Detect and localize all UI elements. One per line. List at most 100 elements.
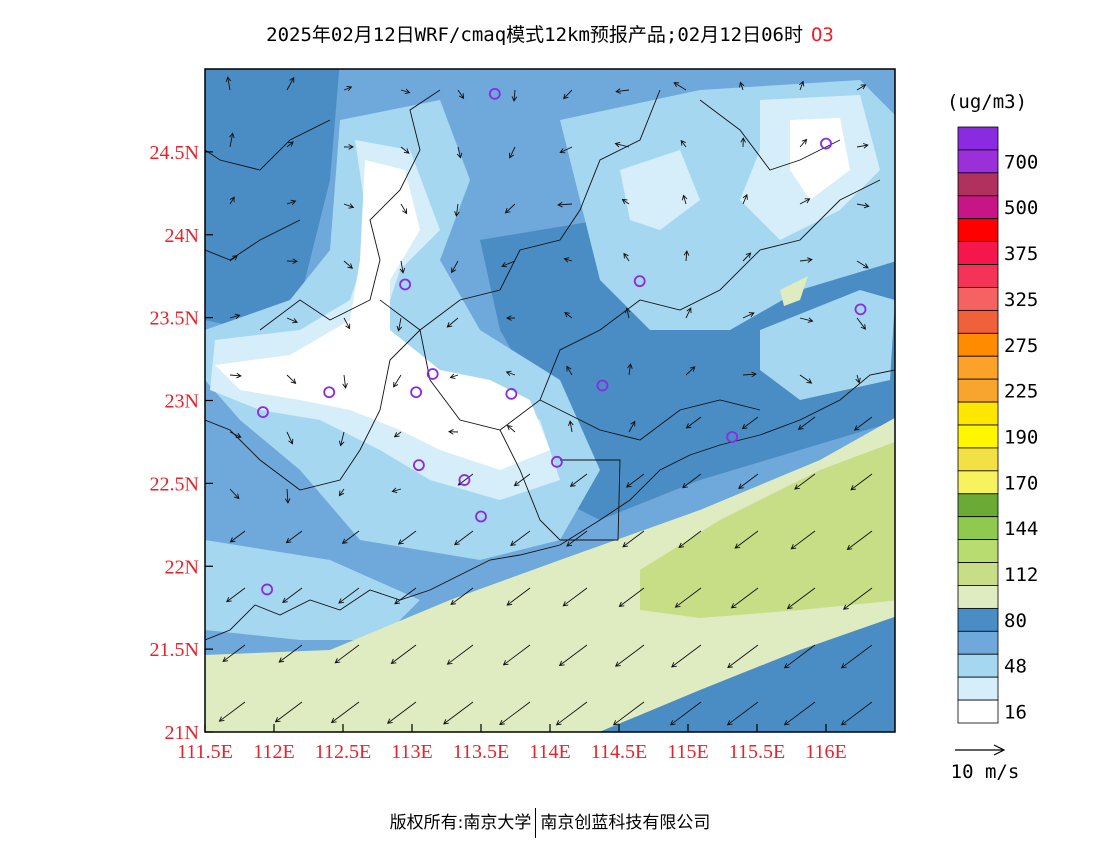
field-light-east bbox=[760, 290, 895, 400]
wind-arrow bbox=[614, 141, 630, 148]
wind-arrow bbox=[506, 315, 516, 321]
wind-arrow bbox=[739, 81, 745, 91]
wind-arrow bbox=[842, 587, 873, 610]
wind-arrow bbox=[505, 370, 516, 376]
boundary-line bbox=[499, 429, 561, 541]
wind-arrow bbox=[286, 374, 297, 384]
legend-swatch bbox=[957, 378, 999, 403]
wind-arrow bbox=[783, 644, 816, 669]
y-tick-label: 23.5N bbox=[150, 308, 199, 330]
legend-swatch bbox=[957, 332, 999, 357]
legend-swatch bbox=[957, 630, 999, 655]
wind-arrow bbox=[341, 530, 360, 544]
wind-arrow bbox=[614, 644, 645, 667]
wind-arrow bbox=[618, 587, 645, 608]
map-title: 2025年02月12日WRF/cmaq模式12km预报产品;02月12日06时 O… bbox=[0, 20, 1100, 47]
legend-label: 112 bbox=[1004, 564, 1038, 586]
wind-arrow bbox=[400, 203, 408, 215]
station-marker bbox=[475, 510, 487, 523]
boundary-line bbox=[379, 89, 661, 331]
station-marker bbox=[820, 137, 832, 150]
wind-arrow bbox=[742, 371, 757, 378]
wind-vectors bbox=[218, 76, 873, 726]
legend-label: 500 bbox=[1004, 197, 1038, 219]
wind-arrow bbox=[504, 203, 516, 214]
wind-arrow bbox=[501, 260, 516, 268]
wind-arrow bbox=[400, 88, 411, 95]
station-marker bbox=[596, 379, 609, 392]
station-marker bbox=[458, 474, 471, 486]
wind-arrow bbox=[513, 473, 531, 487]
color-legend: 700 500 375 325 275 225 190 170 144 112 80 48 16 bbox=[957, 126, 1038, 724]
wind-arrow bbox=[394, 587, 417, 605]
wind-arrow bbox=[558, 644, 588, 667]
wind-arrow bbox=[450, 587, 474, 606]
legend-swatch bbox=[957, 218, 999, 243]
wind-arrow bbox=[741, 416, 759, 430]
wind-arrow bbox=[338, 431, 345, 447]
field-cream-patch bbox=[780, 276, 808, 306]
wind-arrow bbox=[742, 193, 748, 205]
wind-arrow bbox=[685, 366, 696, 376]
station-marker bbox=[257, 406, 269, 419]
wind-arrow bbox=[681, 194, 688, 205]
wind-arrow bbox=[557, 201, 573, 208]
x-tick-label: 111.5E bbox=[177, 741, 233, 763]
x-tick-label: 115.5E bbox=[729, 741, 785, 763]
legend-label: 144 bbox=[1004, 518, 1038, 540]
wind-arrow bbox=[446, 317, 459, 328]
wind-arrow bbox=[674, 587, 702, 608]
wind-arrow bbox=[229, 132, 235, 148]
wind-arrow bbox=[799, 198, 811, 205]
station-marker bbox=[399, 278, 412, 291]
wind-arrow bbox=[343, 317, 351, 330]
field-light-south-west bbox=[205, 540, 420, 640]
station-marker bbox=[726, 431, 739, 443]
legend-label: 325 bbox=[1004, 289, 1038, 311]
wind-arrow bbox=[856, 317, 866, 330]
x-tick-label: 116E bbox=[805, 741, 846, 763]
wind-arrow bbox=[397, 530, 417, 545]
x-tick-label: 114.5E bbox=[591, 741, 647, 763]
wind-arrow bbox=[742, 312, 755, 319]
wind-arrow bbox=[343, 85, 353, 92]
wind-arrow bbox=[685, 416, 702, 429]
x-tick-label: 114E bbox=[529, 741, 570, 763]
wind-arrow bbox=[334, 644, 360, 664]
wind-arrow bbox=[742, 252, 752, 262]
field-cream-coast bbox=[205, 417, 895, 732]
wind-arrow bbox=[229, 255, 238, 262]
wind-arrow bbox=[853, 416, 873, 431]
pollutant-label: O3 bbox=[810, 24, 834, 46]
wind-arrow bbox=[856, 202, 870, 209]
wind-arrow bbox=[678, 530, 702, 549]
station-marker bbox=[633, 275, 646, 288]
wind-reference: 10 m/s bbox=[951, 744, 1019, 783]
legend-swatch bbox=[957, 516, 999, 541]
field-dark-south-sea bbox=[599, 616, 895, 732]
wind-arrow bbox=[740, 137, 746, 148]
wind-arrow bbox=[225, 76, 232, 91]
field-green-offshore bbox=[640, 441, 895, 618]
wind-arrow bbox=[456, 146, 463, 159]
wind-arrow bbox=[338, 488, 345, 497]
legend-swatch bbox=[957, 355, 999, 380]
legend-swatch bbox=[957, 539, 999, 563]
wind-arrow bbox=[284, 488, 291, 504]
boundary-line bbox=[259, 89, 441, 331]
x-tick-label: 113E bbox=[391, 741, 432, 763]
wind-arrow bbox=[799, 257, 813, 263]
legend-label: 700 bbox=[1004, 151, 1038, 173]
wind-arrow bbox=[628, 420, 636, 433]
x-tick-label: 115E bbox=[667, 741, 708, 763]
legend-label: 375 bbox=[1004, 243, 1038, 265]
wind-arrow bbox=[685, 307, 692, 319]
wind-arrow bbox=[794, 473, 816, 490]
wind-arrow bbox=[726, 701, 759, 726]
copyright-owner: 版权所有:南京大学 bbox=[389, 813, 532, 833]
wind-arrow bbox=[286, 431, 294, 445]
station-marker bbox=[426, 368, 439, 380]
wind-arrow bbox=[738, 473, 759, 489]
wind-arrow bbox=[506, 587, 531, 606]
